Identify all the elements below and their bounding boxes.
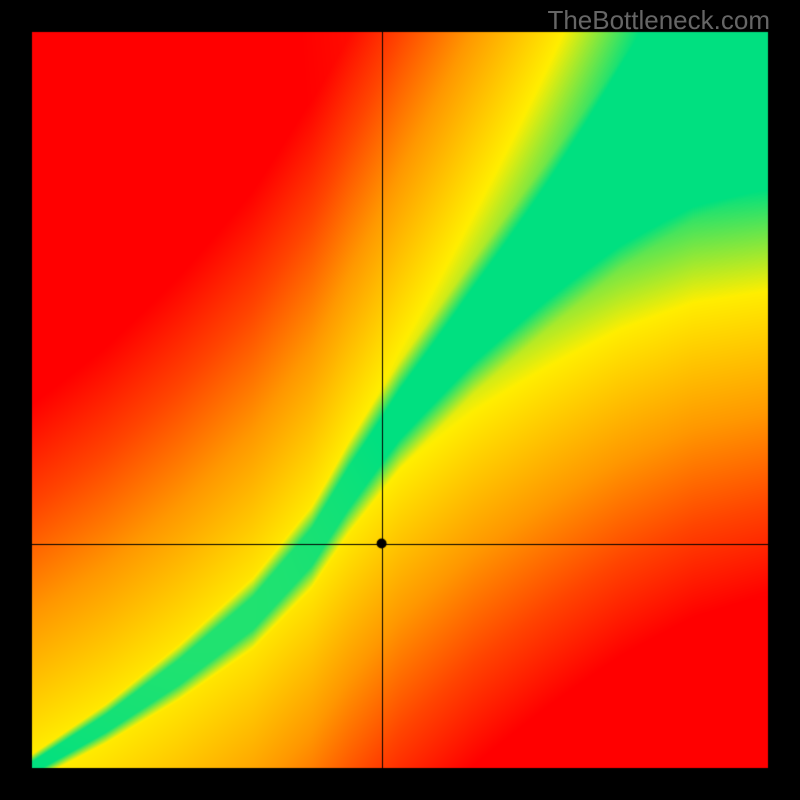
bottleneck-heatmap — [0, 0, 800, 800]
watermark-text: TheBottleneck.com — [547, 5, 770, 36]
